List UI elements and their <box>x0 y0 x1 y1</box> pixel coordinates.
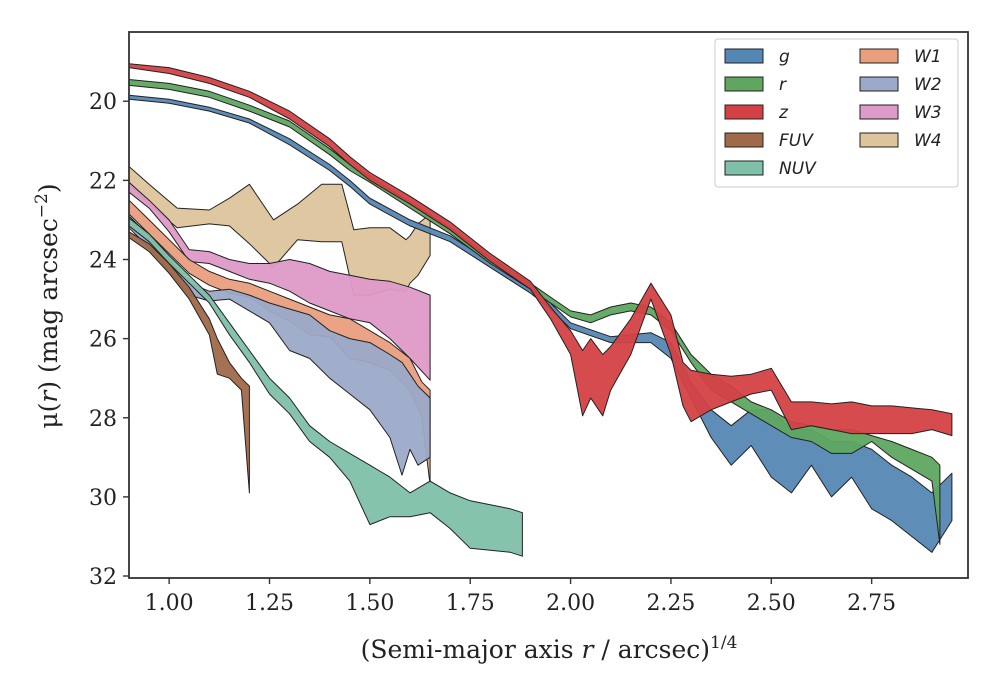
legend-label-w2: W2 <box>914 75 942 95</box>
y-axis-label-end: ) <box>34 183 63 193</box>
series-area-w2 <box>129 215 431 476</box>
legend-label-r: r <box>779 75 787 95</box>
y-tick-label: 22 <box>89 169 117 194</box>
series-areas <box>129 63 953 557</box>
legend-label-g: g <box>779 47 790 67</box>
legend-label-w4: W4 <box>914 131 942 151</box>
legend-label-z: z <box>778 103 789 123</box>
plot-frame <box>128 31 969 579</box>
legend-label-nuv: NUV <box>779 159 817 179</box>
series-area-z <box>129 63 953 437</box>
x-axis-label-post: / arcsec) <box>593 635 710 664</box>
x-tick-label: 1.00 <box>145 591 194 616</box>
legend-swatch-g <box>724 48 764 64</box>
x-axis-label-sup: 1/4 <box>710 633 737 653</box>
y-axis-label-sup: −2 <box>32 193 52 218</box>
legend-swatch-fuv <box>724 132 764 148</box>
legend-swatch-z <box>724 104 764 120</box>
x-tick-label: 1.75 <box>446 591 495 616</box>
series-area-w4 <box>129 166 431 296</box>
y-tick-label: 32 <box>89 565 117 590</box>
legend-swatch-nuv <box>724 160 764 176</box>
y-tick-label: 24 <box>89 249 117 274</box>
y-axis-label-var: r <box>34 389 63 403</box>
x-tick-label: 1.25 <box>245 591 294 616</box>
y-axis-label-pre: μ( <box>34 403 63 429</box>
x-tick-label: 2.75 <box>847 591 896 616</box>
legend-swatch-w1 <box>859 48 899 64</box>
legend-label-fuv: FUV <box>779 131 814 151</box>
legend: grz FUV NUV W1 W2 W3 W4 <box>714 38 959 188</box>
series-area-w3 <box>129 181 431 381</box>
legend-swatch-w2 <box>859 76 899 92</box>
y-axis-label: μ(r) (mag arcsec−2) <box>32 183 63 428</box>
series-area-nuv <box>129 217 523 557</box>
legend-swatch-w3 <box>859 104 899 120</box>
legend-swatch-r <box>724 76 764 92</box>
x-axis-ticks: 1.00 1.25 1.50 1.75 2.00 2.25 2.50 2.75 <box>145 578 896 616</box>
y-tick-label: 28 <box>89 407 117 432</box>
x-tick-label: 1.50 <box>345 591 394 616</box>
y-tick-label: 30 <box>89 486 117 511</box>
legend-label-w3: W3 <box>914 103 942 123</box>
y-tick-label: 26 <box>89 328 117 353</box>
legend-swatch-w4 <box>859 132 899 148</box>
legend-label-w1: W1 <box>914 47 942 67</box>
x-tick-label: 2.50 <box>747 591 796 616</box>
y-axis-label-post: ) (mag arcsec <box>34 218 63 391</box>
x-axis-label: (Semi-major axis r / arcsec)1/4 <box>361 633 738 664</box>
series-area-fuv <box>129 231 250 494</box>
x-tick-label: 2.25 <box>646 591 695 616</box>
x-tick-label: 2.00 <box>546 591 595 616</box>
legend-box <box>714 38 959 188</box>
x-axis-label-pre: (Semi-major axis <box>361 635 582 664</box>
y-tick-label: 20 <box>89 90 117 115</box>
x-axis-label-var: r <box>582 635 596 664</box>
y-axis-ticks: 20 22 24 26 28 30 32 <box>89 90 129 590</box>
